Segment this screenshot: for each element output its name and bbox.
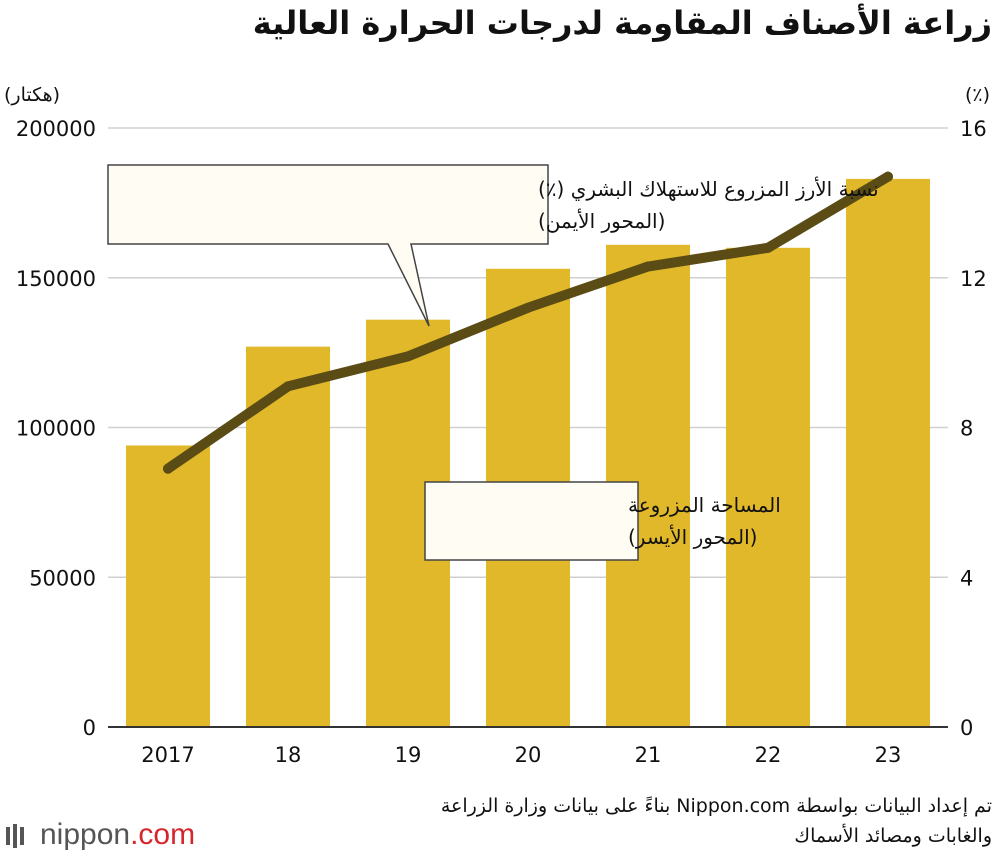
axis-tick-labels: 0 50000 100000 150000 200000 0 4 8 12 16 2017 18 19 2… [16, 117, 987, 767]
line-point [403, 351, 413, 362]
bar-callout-label: المساحة المزروعة [628, 493, 781, 517]
x-tick-label: 22 [755, 743, 782, 767]
x-tick-label: 23 [875, 743, 902, 767]
right-tick-label: 4 [960, 566, 973, 590]
logo-text: nippon [40, 818, 131, 851]
line-point [883, 171, 893, 182]
source-line-1: تم إعداد البيانات بواسطة Nippon.com بناء… [440, 795, 992, 817]
source-line-2: والغابات ومصائد الأسماك [794, 825, 992, 847]
right-tick-label: 16 [960, 117, 987, 141]
line-point [763, 242, 773, 253]
x-tick-label: 21 [635, 743, 662, 767]
bar-series [126, 178, 930, 728]
chart-title: زراعة الأصناف المقاومة لدرجات الحرارة ال… [252, 4, 992, 42]
source-note: تم إعداد البيانات بواسطة Nippon.com بناء… [232, 791, 992, 851]
line-series-callout: نسبة الأرز المزروع للاستهلاك البشري (٪) … [107, 164, 879, 327]
line-point [283, 381, 293, 392]
right-tick-label: 12 [960, 267, 987, 291]
left-tick-label: 200000 [16, 117, 96, 141]
line-callout-axis-note: (المحور الأيمن) [538, 209, 665, 233]
bar-callout-axis-note: (المحور الأيسر) [628, 525, 757, 549]
nippon-logo: nippon.com [4, 818, 195, 852]
line-series [163, 171, 893, 474]
left-tick-label: 0 [83, 716, 96, 740]
bar-series-callout: المساحة المزروعة (المحور الأيسر) [424, 481, 781, 561]
line-callout-label: نسبة الأرز المزروع للاستهلاك البشري (٪) [538, 177, 879, 202]
line-point [523, 302, 533, 313]
right-tick-label: 0 [960, 716, 973, 740]
x-tick-label: 19 [395, 743, 422, 767]
line-point [163, 463, 173, 474]
bar [846, 178, 930, 728]
left-tick-label: 50000 [29, 566, 96, 590]
x-tick-label: 20 [515, 743, 542, 767]
x-tick-label: 2017 [141, 743, 194, 767]
bar [126, 445, 210, 727]
line-point [643, 261, 653, 272]
logo-mark-icon [6, 824, 24, 849]
x-tick-label: 18 [275, 743, 302, 767]
left-tick-label: 150000 [16, 267, 96, 291]
combo-chart: 0 50000 100000 150000 200000 0 4 8 12 16 2017 18 19 2… [16, 117, 987, 767]
right-tick-label: 8 [960, 417, 973, 441]
bar [726, 247, 810, 728]
right-axis-unit: (٪) [964, 84, 990, 106]
left-axis-unit: (هكتار) [4, 84, 61, 106]
left-tick-label: 100000 [16, 417, 96, 441]
logo-suffix: .com [130, 818, 196, 851]
